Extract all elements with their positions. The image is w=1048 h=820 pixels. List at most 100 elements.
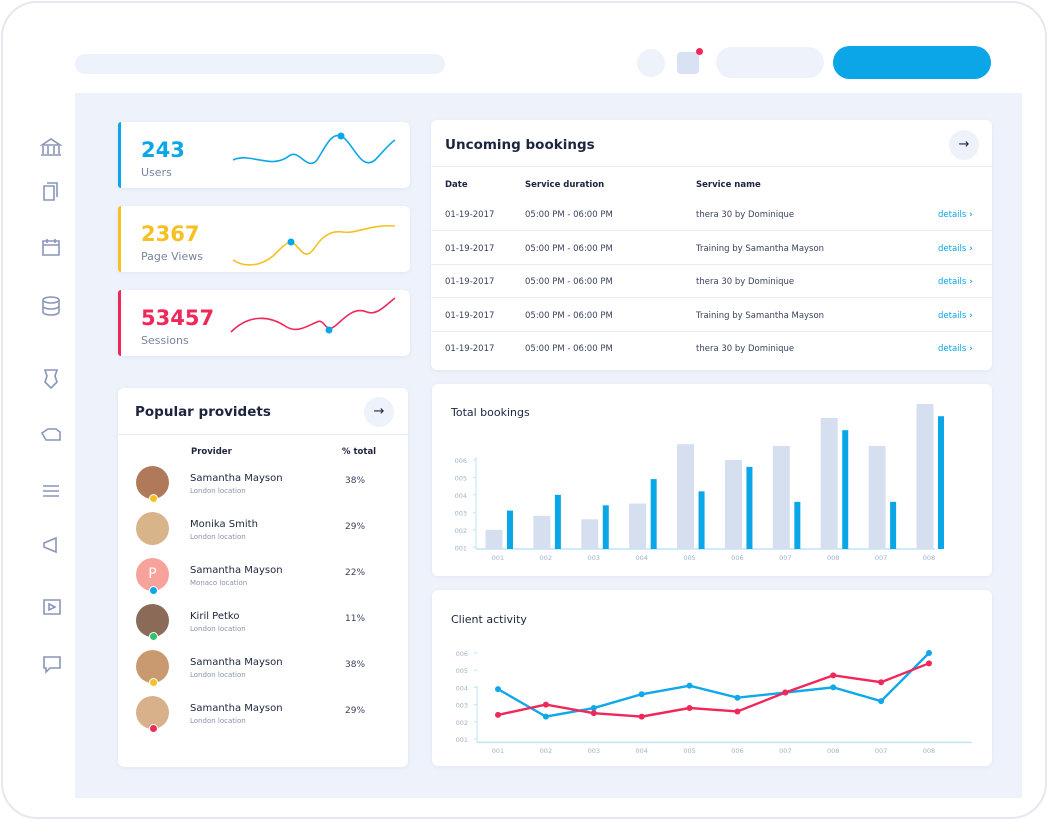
line-series <box>497 662 930 718</box>
chevron: › <box>966 310 973 321</box>
line-point <box>830 684 837 691</box>
provider-share: 29% <box>345 522 366 532</box>
y-tick-label: 003 <box>455 509 467 517</box>
notification-dot <box>696 48 703 55</box>
stat-card: 243 Users <box>118 122 410 188</box>
line-point <box>734 708 741 715</box>
provider-location: London location <box>190 487 246 495</box>
bar <box>868 445 886 549</box>
column-header: % total <box>342 447 377 457</box>
y-tick-label: 004 <box>455 492 467 500</box>
provider-location: London location <box>190 671 246 679</box>
avatar <box>136 466 169 499</box>
cell: 01-19-2017 <box>445 277 495 287</box>
details-link[interactable]: details › <box>938 344 973 354</box>
providers-card: Popular providets → Provider % total Saman… <box>118 388 408 767</box>
column-header: Service name <box>696 180 761 190</box>
bookings-card: Uncoming bookings → Date Service duration… <box>431 120 992 370</box>
line-point <box>686 682 693 689</box>
provider-share: 38% <box>345 476 366 486</box>
line-point <box>542 713 549 720</box>
cell: 01-19-2017 <box>445 344 495 354</box>
x-tick-label: 008 <box>923 747 935 755</box>
bar <box>938 416 944 549</box>
stat-value: 243 <box>141 138 185 162</box>
stat-label: Page Views <box>141 250 203 263</box>
details-link[interactable]: details › <box>938 210 973 220</box>
x-tick-label: 004 <box>635 747 647 755</box>
line-point <box>926 650 932 657</box>
provider-name: Kiril Petko <box>190 611 240 622</box>
line-point <box>878 679 885 686</box>
line-point <box>542 701 549 708</box>
nav-icon[interactable] <box>40 428 61 441</box>
provider-location: Monaco location <box>190 579 248 587</box>
divider <box>118 434 408 435</box>
cell: thera 30 by Dominique <box>696 210 795 220</box>
row-divider <box>431 330 992 332</box>
line-point <box>590 710 597 717</box>
y-tick-label: 001 <box>456 736 468 744</box>
bar-chart-card: Total bookings 001 002 003 004 005 006 001 002 0… <box>432 384 992 576</box>
search-bar[interactable] <box>75 54 445 74</box>
nav-icon[interactable] <box>43 369 59 390</box>
avatar-button[interactable] <box>637 49 665 77</box>
provider-name: Monika Smith <box>190 519 258 530</box>
chart-title: Client activity <box>451 613 527 626</box>
x-tick-label: 006 <box>731 554 743 562</box>
bar <box>602 505 609 549</box>
details-link[interactable]: details › <box>938 277 973 287</box>
nav-icon[interactable] <box>43 656 61 674</box>
nav-icon[interactable] <box>39 138 63 156</box>
nav-icon[interactable] <box>43 536 57 554</box>
sparkline-dot <box>337 132 345 140</box>
sidebar <box>39 138 63 674</box>
line-series <box>497 652 930 718</box>
line-point <box>926 660 932 667</box>
cell: 05:00 PM - 06:00 PM <box>525 243 613 254</box>
line-chart: Client activity 001 002 003 004 005 006 001 002… <box>451 613 972 755</box>
nav-icon[interactable] <box>42 239 60 256</box>
x-tick-label: 008 <box>827 747 839 755</box>
x-tick-label: 007 <box>875 554 887 562</box>
sparkline-path <box>232 134 396 165</box>
x-tick-label: 001 <box>492 747 504 755</box>
sparkline <box>230 297 396 334</box>
bar <box>772 445 790 549</box>
cell: 05:00 PM - 06:00 PM <box>525 310 613 321</box>
card-title: Uncoming bookings <box>445 137 595 153</box>
open-button[interactable]: → <box>364 397 394 427</box>
chevron: › <box>966 210 973 220</box>
stat-value: 53457 <box>141 306 215 330</box>
nav-icon[interactable] <box>43 182 58 201</box>
primary-button[interactable] <box>833 46 991 79</box>
provider-location: London location <box>190 717 246 725</box>
sparkline-dot <box>325 326 333 334</box>
bar <box>698 491 705 549</box>
bar <box>533 515 551 549</box>
status-dot <box>149 632 158 641</box>
bar <box>554 494 561 549</box>
open-button[interactable]: → <box>949 130 979 160</box>
x-tick-label: 002 <box>540 554 552 562</box>
bar <box>746 466 753 549</box>
nav-icon[interactable] <box>42 296 60 316</box>
bar <box>724 459 742 549</box>
stat-card: 53457 Sessions <box>118 290 410 356</box>
bar <box>916 403 934 549</box>
line-point <box>638 691 645 698</box>
y-tick-label: 002 <box>455 527 467 535</box>
bar <box>842 430 849 549</box>
notifications-button[interactable] <box>677 52 699 74</box>
line-point <box>734 694 741 701</box>
row-divider <box>431 297 992 298</box>
status-dot <box>149 724 158 733</box>
status-dot <box>149 494 158 503</box>
nav-icon[interactable] <box>43 599 61 615</box>
details-link[interactable]: details › <box>938 310 973 321</box>
details-link[interactable]: details › <box>938 243 973 254</box>
secondary-button[interactable] <box>716 47 824 78</box>
nav-icon[interactable] <box>43 485 59 497</box>
